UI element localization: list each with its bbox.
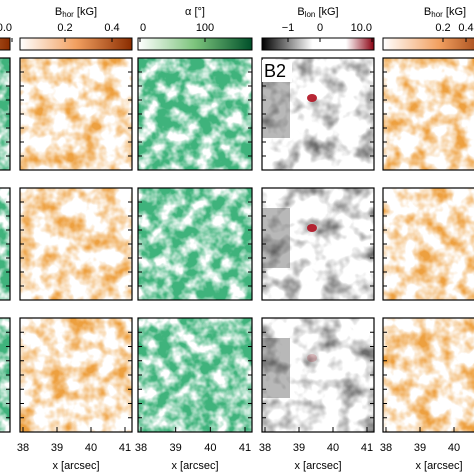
x-tick-label: 38: [135, 442, 147, 454]
map-spot: [307, 224, 317, 232]
map-image: [383, 58, 474, 170]
colorbar: [19, 37, 133, 51]
x-tick-label: 39: [170, 442, 182, 454]
map-image: [0, 58, 10, 170]
panel-label: B2: [264, 61, 286, 81]
colorbar-label: Blon [kG]: [297, 6, 338, 19]
x-axis-label: x [arcsec]: [294, 460, 341, 472]
x-axis-label: x [arcsec]: [52, 460, 99, 472]
subscript: hor: [431, 10, 443, 19]
colorbar-tick-label: 0.2: [57, 22, 72, 34]
colorbar-label: Bhor [kG]: [55, 6, 97, 19]
map-spot: [307, 94, 317, 102]
map-image: [383, 188, 474, 300]
colorbar: [382, 37, 474, 51]
map-shadow: [262, 208, 290, 268]
x-tick-label: 41: [239, 442, 251, 454]
subscript: hor: [62, 10, 74, 19]
symbol: B: [297, 6, 304, 18]
colorbar-tick-label: 0.4: [104, 22, 119, 34]
x-axis-label: x [arcsec]: [415, 460, 462, 472]
map-image: [262, 188, 374, 300]
map-spot: [307, 354, 317, 362]
x-tick-label: 40: [204, 442, 216, 454]
colorbar-tick-label: 10.0: [0, 22, 12, 34]
symbol: α: [185, 6, 192, 18]
map-image: [262, 318, 374, 432]
colorbar-tick-label: −1: [282, 22, 295, 34]
x-tick-label: 38: [380, 442, 392, 454]
colorbar-tick-label: 0.2: [435, 22, 450, 34]
panel-label-bg: [262, 60, 292, 82]
colorbar: [137, 37, 253, 51]
x-tick-label: 40: [327, 442, 339, 454]
x-tick-label: 40: [85, 442, 97, 454]
x-tick-label: 39: [51, 442, 63, 454]
colorbar-tick-label: 10.0: [351, 22, 372, 34]
map-shadow: [262, 338, 290, 398]
map-image: [20, 318, 132, 432]
unit: [kG]: [315, 6, 338, 18]
map-image: [0, 318, 10, 432]
colorbar-tick-label: 0: [317, 22, 323, 34]
x-axis-label: x [arcsec]: [171, 460, 218, 472]
symbol: B: [424, 6, 431, 18]
x-tick-label: 40: [448, 442, 460, 454]
map-shadow: [262, 78, 290, 138]
colorbar-tick-label: 100: [196, 22, 214, 34]
x-tick-label: 38: [259, 442, 271, 454]
x-tick-label: 38: [17, 442, 29, 454]
x-tick-label: 39: [293, 442, 305, 454]
unit: [kG]: [74, 6, 97, 18]
unit: [kG]: [443, 6, 466, 18]
subscript: lon: [305, 10, 316, 19]
map-image: [20, 188, 132, 300]
colorbar: [261, 37, 375, 51]
map-image: [138, 318, 252, 432]
x-tick-label: 41: [361, 442, 373, 454]
map-image: [138, 188, 252, 300]
x-tick-label: 41: [119, 442, 131, 454]
map-image: [383, 318, 474, 432]
colorbar-label: α [°]: [185, 6, 205, 18]
colorbar-tick-label: 0.4: [458, 22, 473, 34]
x-tick-label: 39: [414, 442, 426, 454]
symbol: B: [55, 6, 62, 18]
colorbar-tick-label: 0: [140, 22, 146, 34]
colorbar: [0, 37, 11, 51]
colorbar-label: Bhor [kG]: [424, 6, 466, 19]
map-image: [0, 188, 10, 300]
map-image: [138, 58, 252, 170]
map-image: [20, 58, 132, 170]
unit: [°]: [191, 6, 205, 18]
